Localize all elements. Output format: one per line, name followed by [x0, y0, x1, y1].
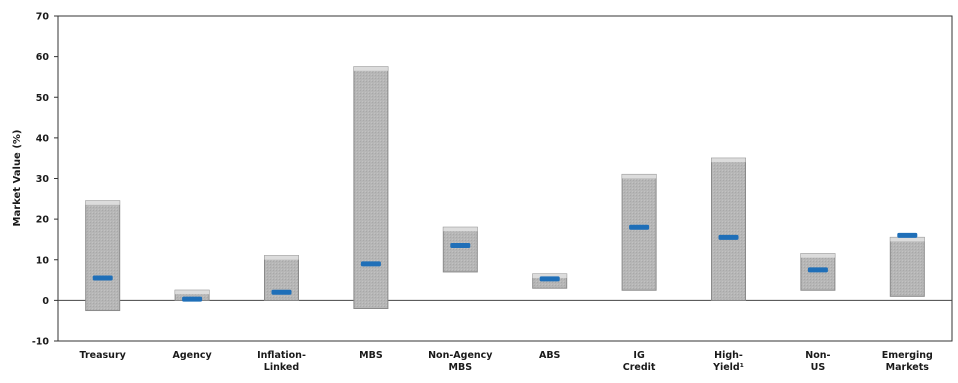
marker-bar — [629, 224, 650, 230]
y-axis-label: Market Value (%) — [12, 130, 23, 227]
range-bar-cap — [622, 174, 657, 179]
x-tick-label: Non- — [805, 350, 830, 361]
y-tick-label: 40 — [36, 133, 50, 144]
marker-bar — [897, 232, 918, 238]
y-tick-label: 10 — [36, 255, 50, 266]
x-tick-label: Agency — [173, 350, 213, 361]
range-bar — [889, 236, 925, 297]
x-tick-label: ABS — [539, 350, 561, 361]
range-bar — [711, 157, 746, 301]
range-bar-cap — [264, 255, 299, 260]
marker-bar — [807, 267, 828, 273]
range-bar-cap — [711, 158, 746, 163]
range-bar-cap — [175, 290, 210, 295]
range-bar-cap — [85, 200, 120, 205]
y-tick-label: 30 — [36, 174, 50, 185]
x-tick-label: Linked — [264, 362, 299, 373]
y-tick-label: -10 — [32, 337, 50, 348]
range-bar — [442, 226, 478, 273]
x-tick-label: Yield¹ — [712, 362, 744, 373]
range-bar — [353, 66, 389, 309]
x-tick-label: MBS — [449, 362, 473, 373]
y-tick-label: 60 — [36, 52, 50, 63]
x-tick-label: High- — [714, 350, 743, 361]
range-bar-cap — [532, 273, 567, 278]
range-bar-cap — [443, 227, 478, 232]
plot-area: -10 0 10 20 30 40 50 60 70 Treasury Agency Inflatio… — [32, 12, 953, 373]
x-tick-label: Inflation- — [257, 350, 306, 361]
range-bar — [85, 200, 121, 312]
marker-bar — [271, 289, 292, 295]
range-bar-cap — [890, 237, 925, 242]
y-tick-label: 70 — [36, 12, 50, 23]
marker-bar — [360, 261, 381, 267]
range-bar — [621, 173, 657, 291]
x-tick-label: Non-Agency — [428, 350, 493, 361]
y-tick-label: 50 — [36, 93, 50, 104]
y-tick-label: 0 — [42, 296, 49, 307]
x-tick-label: MBS — [359, 350, 383, 361]
y-tick-label: 20 — [36, 215, 50, 226]
range-bar-cap — [353, 66, 388, 71]
x-tick-label: Credit — [623, 362, 656, 373]
x-tick-label: Emerging — [882, 350, 933, 361]
marker-bar — [539, 276, 560, 282]
marker-bar — [718, 234, 739, 240]
x-tick-label: Markets — [886, 362, 930, 373]
marker-bar — [450, 243, 471, 249]
x-tick-label: Treasury — [80, 350, 127, 361]
x-tick-label: US — [811, 362, 826, 373]
x-tick-label: IG — [633, 350, 645, 361]
marker-bar — [182, 296, 203, 302]
marker-bar — [92, 275, 113, 281]
range-bar-cap — [800, 253, 835, 258]
